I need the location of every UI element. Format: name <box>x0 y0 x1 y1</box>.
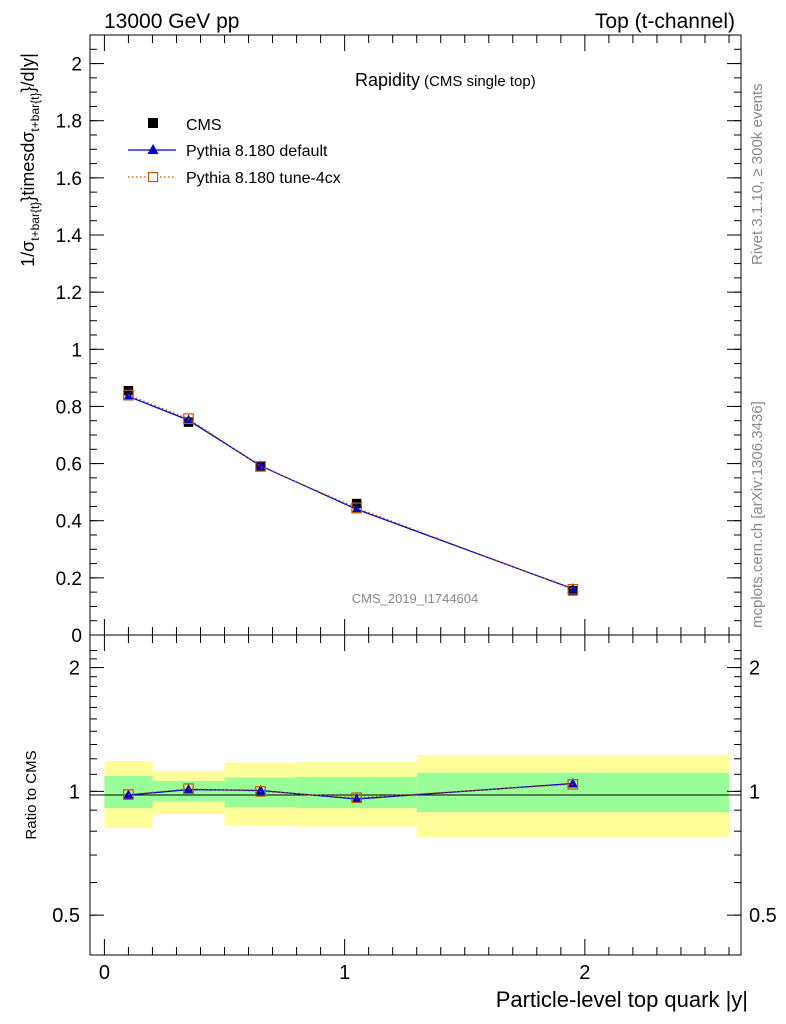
main-series-2-point <box>183 413 194 425</box>
x-tick-label: 1 <box>339 962 350 984</box>
main-series-1-line <box>128 395 574 590</box>
y-tick-label: 1.2 <box>56 283 82 304</box>
y-tick-label: 0 <box>71 626 82 647</box>
main-plot: 0 0.2 0.4 0.6 0.8 1 1.2 1.4 1.6 1.8 2 Rapidity (CM… <box>18 34 742 647</box>
main-series-2-point <box>255 461 266 472</box>
ratio-series-0-point <box>567 777 578 788</box>
main-series-2-point <box>567 583 579 595</box>
analysis-watermark: CMS_2019_I1744604 <box>352 591 479 606</box>
ratio-plot-frame <box>89 634 742 956</box>
ratio-y-tick-label: 2 <box>69 658 80 680</box>
main-x-ticks <box>103 35 730 635</box>
ratio-series-1-line <box>128 783 573 799</box>
ratio-y-tick-label-right: 0.5 <box>749 905 777 927</box>
ratio-series-1-point <box>567 779 579 790</box>
y-tick-label: 1.6 <box>56 169 82 190</box>
ratio-series <box>123 777 579 804</box>
y-tick-label: 2 <box>71 55 82 76</box>
process-label: Top (t-channel) <box>595 10 735 33</box>
y-tick-label: 0.8 <box>56 397 82 418</box>
main-series-1-point <box>351 503 362 514</box>
legend-marker-cms <box>148 118 158 128</box>
y-tick-label: 1.8 <box>56 112 82 133</box>
ratio-series-1-point <box>123 789 134 800</box>
plot-title: Rapidity <box>355 70 420 90</box>
y-tick-label: 0.4 <box>56 512 83 533</box>
ratio-y-axis: 0.5 0.5 1 1 2 2 <box>52 650 777 927</box>
x-axis: 0 1 2 <box>99 635 730 984</box>
ratio-uncertainty-bands <box>104 755 729 837</box>
ratio-y-axis-label: Ratio to CMS <box>23 750 40 839</box>
legend-marker-pythia-tune <box>147 171 159 183</box>
main-series-2-line <box>128 394 574 590</box>
mcplots-label: mcplots.cern.ch [arXiv:1306.3436] <box>749 401 766 628</box>
ratio-series-1-point <box>255 786 266 797</box>
ratio-series-0-point <box>255 784 266 795</box>
main-series-1-point <box>255 460 266 470</box>
main-y-axis-label: 1/σt+bar{t}}timesdσt+bar{t}}/d|y| <box>18 53 42 267</box>
ratio-series-1-point <box>351 792 362 804</box>
legend-marker-pythia-default <box>147 144 159 154</box>
rivet-version-label: Rivet 3.1.10, ≥ 300k events <box>749 83 766 265</box>
ratio-y-tick-label: 0.5 <box>52 905 80 927</box>
main-series-1-point <box>567 583 578 593</box>
main-y-axis: 0 0.2 0.4 0.6 0.8 1 1.2 1.4 1.6 1.8 2 <box>56 34 741 647</box>
plot-subtitle: (CMS single top) <box>424 73 536 90</box>
legend-label-pythia-default: Pythia 8.180 default <box>186 143 328 160</box>
legend-label-pythia-tune: Pythia 8.180 tune-4cx <box>186 170 341 187</box>
ratio-y-tick-label-right: 2 <box>749 658 760 680</box>
y-tick-label: 0.2 <box>56 569 82 590</box>
y-tick-label: 1.4 <box>56 226 83 247</box>
x-tick-label: 2 <box>579 962 590 984</box>
legend-label-cms: CMS <box>186 117 222 134</box>
ratio-y-tick-label: 1 <box>69 781 80 803</box>
ratio-plot: 0.5 0.5 1 1 2 2 0 1 2 Ratio to CMS Particle-lev… <box>23 634 777 1012</box>
y-tick-label: 0.6 <box>56 455 82 476</box>
main-series-2-point <box>351 502 362 514</box>
x-axis-label: Particle-level top quark |y| <box>496 987 748 1012</box>
ratio-series-1-point <box>183 783 194 795</box>
x-tick-label: 0 <box>99 962 110 984</box>
main-series-2-point <box>123 389 134 401</box>
ratio-y-tick-label-right: 1 <box>749 781 760 803</box>
energy-label: 13000 GeV pp <box>104 10 239 33</box>
y-tick-label: 1 <box>71 340 82 361</box>
legend: CMS Pythia 8.180 default Pythia 8.180 tu… <box>128 117 341 187</box>
main-series <box>123 385 579 596</box>
